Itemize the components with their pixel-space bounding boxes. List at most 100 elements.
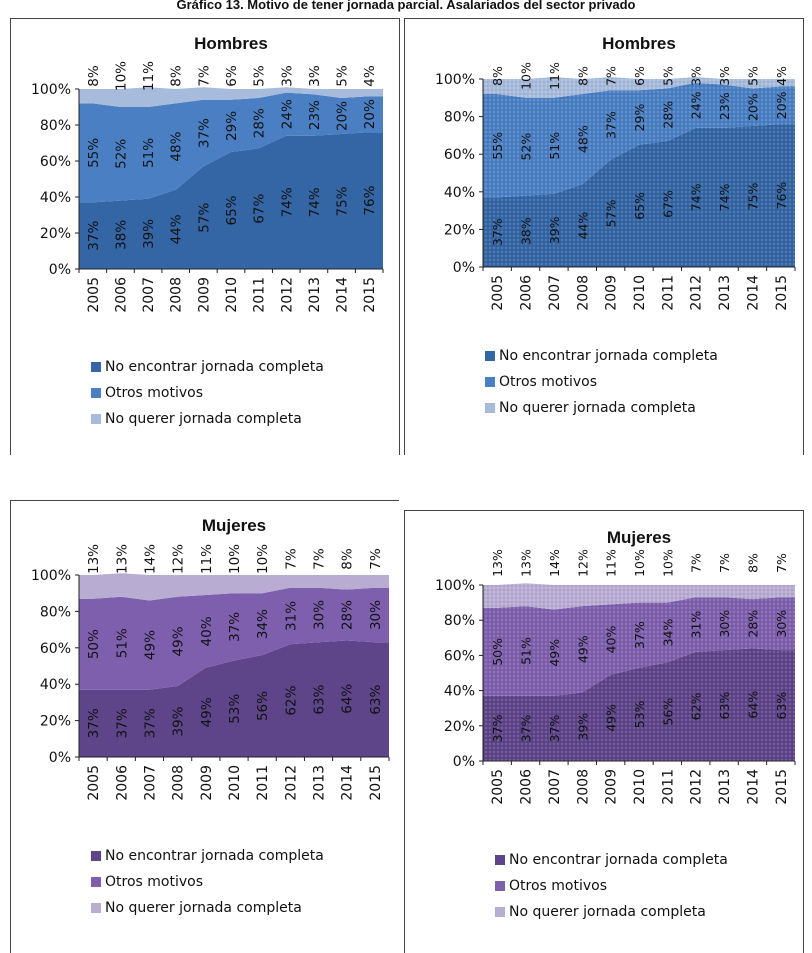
data-label: 20% [774, 91, 789, 119]
data-label: 37% [519, 714, 534, 742]
data-label: 13% [86, 544, 102, 574]
area-series-2 [483, 597, 795, 696]
legend: No encontrar jornada completa Otros moti… [485, 343, 718, 421]
area-series-2 [79, 92, 383, 203]
data-label: 10% [255, 544, 271, 574]
legend-label: No encontrar jornada completa [499, 348, 718, 364]
data-label: 28% [252, 108, 268, 138]
x-tick-label: 2013 [717, 769, 733, 805]
data-label: 74% [717, 183, 732, 211]
y-tick-label: 20% [40, 714, 71, 730]
y-tick-label: 80% [444, 613, 475, 629]
legend-item-otros: Otros motivos [91, 869, 324, 895]
data-label: 12% [575, 549, 590, 577]
data-label: 24% [689, 91, 704, 119]
x-tick-label: 2013 [307, 277, 323, 313]
data-label: 63% [774, 692, 789, 720]
data-label: 11% [141, 61, 157, 91]
x-tick-label: 2007 [547, 275, 563, 311]
y-tick-label: 60% [40, 641, 71, 657]
y-tick-label: 60% [444, 147, 475, 163]
data-label: 31% [283, 601, 299, 631]
data-label: 3% [279, 65, 295, 87]
legend-item-otros: Otros motivos [495, 873, 728, 899]
y-tick-label: 40% [444, 684, 475, 700]
data-label: 64% [340, 684, 356, 714]
data-label: 49% [171, 626, 187, 656]
data-label: 34% [660, 619, 675, 647]
data-label: 37% [86, 221, 102, 251]
data-label: 37% [86, 708, 102, 738]
y-tick-label: 0% [49, 750, 71, 766]
data-label: 53% [227, 694, 243, 724]
data-label: 34% [255, 609, 271, 639]
x-tick-label: 2008 [171, 765, 187, 801]
data-label: 76% [362, 185, 378, 215]
y-tick-label: 80% [40, 604, 71, 620]
data-label: 39% [141, 219, 157, 249]
data-label: 63% [368, 684, 384, 714]
legend-item-no-querer: No querer jornada completa [485, 395, 718, 421]
data-label: 57% [604, 199, 619, 227]
data-label: 7% [774, 553, 789, 573]
x-tick-label: 2012 [689, 275, 705, 311]
x-tick-label: 2005 [490, 769, 506, 805]
data-label: 51% [547, 132, 562, 160]
area-series-3 [79, 573, 389, 601]
data-label: 7% [604, 66, 619, 86]
data-label: 10% [632, 549, 647, 577]
legend-swatch [91, 877, 101, 887]
data-label: 3% [307, 65, 323, 87]
y-tick-label: 40% [40, 190, 71, 206]
legend-label: No querer jornada completa [499, 400, 696, 416]
data-label: 49% [142, 630, 158, 660]
y-tick-label: 40% [40, 677, 71, 693]
x-tick-label: 2008 [169, 277, 185, 313]
y-tick-label: 80% [444, 110, 475, 126]
data-label: 8% [86, 65, 102, 87]
data-label: 13% [490, 549, 505, 577]
x-tick-label: 2009 [604, 275, 620, 311]
data-label: 65% [224, 195, 240, 225]
x-tick-label: 2011 [660, 769, 676, 805]
data-label: 8% [745, 553, 760, 573]
data-label: 74% [279, 187, 295, 217]
data-label: 6% [224, 65, 240, 87]
data-label: 40% [199, 616, 215, 646]
legend-label: No encontrar jornada completa [509, 852, 728, 868]
data-label: 63% [312, 684, 328, 714]
data-label: 30% [312, 600, 328, 630]
data-label: 10% [660, 549, 675, 577]
data-label: 7% [368, 548, 384, 570]
legend-swatch [485, 403, 495, 413]
x-tick-label: 2010 [632, 275, 648, 311]
data-label: 50% [490, 638, 505, 666]
x-tick-label: 2011 [660, 275, 676, 311]
x-tick-label: 2014 [745, 769, 761, 805]
x-tick-label: 2011 [255, 765, 271, 801]
data-label: 64% [745, 691, 760, 719]
data-label: 65% [632, 192, 647, 220]
legend-swatch [91, 362, 101, 372]
data-label: 37% [547, 714, 562, 742]
data-label: 74% [689, 183, 704, 211]
data-label: 3% [717, 66, 732, 86]
data-label: 30% [368, 600, 384, 630]
legend: No encontrar jornada completa Otros moti… [91, 843, 324, 921]
y-tick-label: 0% [453, 754, 475, 770]
data-label: 29% [632, 104, 647, 132]
data-label: 51% [114, 628, 130, 658]
data-label: 56% [255, 691, 271, 721]
chart-panel-mujeres-right: Mujeres 0% 20% 40% 60% 80% 100% 2005 2006 2007 200… [404, 510, 804, 953]
x-tick-label: 2014 [340, 765, 356, 801]
x-tick-label: 2011 [252, 277, 268, 313]
data-label: 55% [86, 138, 102, 168]
x-tick-label: 2012 [283, 765, 299, 801]
x-tick-label: 2009 [604, 769, 620, 805]
legend-label: No querer jornada completa [105, 900, 302, 916]
y-tick-label: 100% [435, 72, 475, 88]
data-label: 5% [745, 66, 760, 86]
data-label: 10% [519, 62, 534, 90]
data-label: 7% [689, 553, 704, 573]
x-tick-label: 2007 [141, 277, 157, 313]
